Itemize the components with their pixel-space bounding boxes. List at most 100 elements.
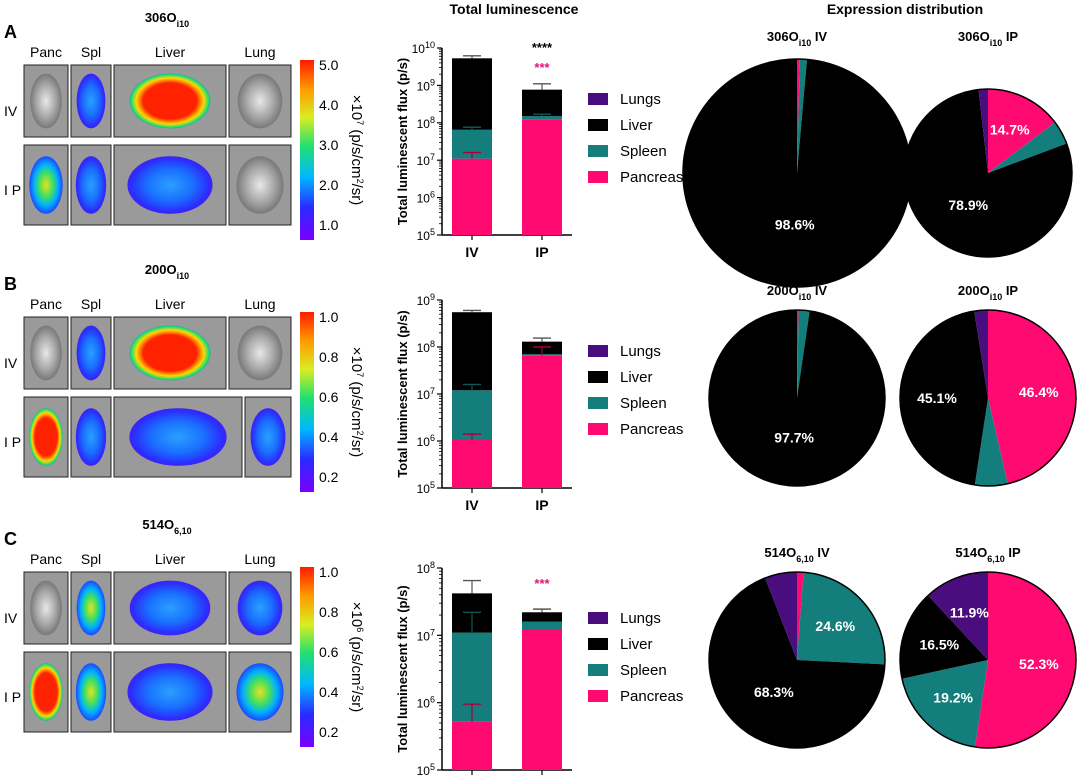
legend-swatch-pancreas [588, 690, 608, 702]
bar-segment-spleen [522, 116, 562, 120]
pie-title: 200Oi10 IV [767, 283, 828, 302]
legend-swatch-lungs [588, 345, 608, 357]
text-part: (p/s/cm [348, 125, 365, 178]
colorscale-tick: 2.0 [319, 177, 339, 193]
pie-slice-liver [900, 595, 988, 679]
pie-chart-6: 52.3% 19.2% 16.5% 11.9% 514O6,10 IP [899, 545, 1077, 749]
x-tick-label: IV [465, 244, 479, 260]
organ-label-liver: Liver [155, 296, 186, 312]
colorscale-bar [300, 312, 314, 492]
text-part: 1.0 [319, 309, 339, 325]
legend-swatch-spleen [588, 664, 608, 676]
text-part: 8 [430, 115, 435, 125]
organ-signal [76, 580, 106, 636]
text-part: Pancreas [620, 688, 683, 705]
pie-slice-label: 78.9% [948, 197, 988, 213]
organ-label-spl: Spl [81, 551, 101, 567]
text-part: Lung [244, 551, 275, 567]
text-part: 10 [417, 154, 431, 168]
y-tick-label: 109 [417, 292, 435, 308]
pie-chart-5: 24.6% 68.3% 514O6,10 IV [708, 545, 886, 749]
y-tick-label: 107 [417, 386, 435, 402]
pie-outline [899, 571, 1077, 749]
organ-label-lung: Lung [244, 44, 275, 60]
pie-slice-liver [682, 59, 911, 287]
pie-outline [899, 309, 1077, 487]
colorscale-tick: 1.0 [319, 217, 339, 233]
text-part: 10 [417, 192, 431, 206]
pie-slice-spleen [988, 122, 1067, 173]
pie-slice-spleen [974, 398, 1008, 487]
organ-signal [29, 663, 63, 721]
route-label-iv: IV [4, 355, 18, 371]
text-part: I P [4, 434, 21, 450]
colorscale-tick: 0.8 [319, 604, 339, 620]
text-part: 10 [417, 697, 431, 711]
pie-slice-label: 19.2% [933, 689, 973, 705]
header-distribution: Expression distribution [827, 1, 983, 17]
legend-label-spleen: Spleen [620, 395, 667, 412]
colorscale-tick: 0.2 [319, 469, 339, 485]
organ-signal [127, 156, 213, 214]
bar-segment-liver [452, 312, 492, 391]
colorscale-tick: 1.0 [319, 309, 339, 325]
pie-slice-label: 97.7% [774, 429, 814, 445]
bar-segment-liver [452, 58, 492, 130]
text-part: Spl [81, 296, 101, 312]
legend-swatch-liver [588, 119, 608, 131]
text-part: Panc [30, 44, 62, 60]
y-tick-label: 106 [417, 433, 435, 449]
colorscale-tick: 0.2 [319, 724, 339, 740]
panel-lipid-title: 306Oi10 [145, 10, 189, 29]
pie-slice-label: 24.6% [815, 618, 855, 634]
text-part: Total luminescent flux (p/s) [395, 585, 410, 752]
bar-segment-pancreas [522, 355, 562, 488]
y-axis-label: Total luminescent flux (p/s) [395, 585, 410, 752]
legend-swatch-liver [588, 638, 608, 650]
colorscale-tick: 0.4 [319, 684, 339, 700]
pie-slice-lungs [978, 89, 988, 173]
legend-label-lungs: Lungs [620, 610, 661, 627]
organ-signal [237, 325, 283, 381]
text-part: 24.6% [815, 618, 855, 634]
text-part: 7 [355, 372, 365, 377]
x-tick-label: IV [465, 497, 479, 513]
text-part: i10 [990, 38, 1003, 48]
x-tick-label: IP [535, 497, 548, 513]
colorscale-tick: 0.4 [319, 429, 339, 445]
text-part: ×10 [348, 347, 365, 372]
colorscale-tick: 0.6 [319, 644, 339, 660]
y-tick-label: 108 [417, 339, 435, 355]
text-part: 9 [430, 292, 435, 302]
organ-signal [129, 580, 211, 636]
text-part: /sr) [348, 436, 365, 458]
text-part: 45.1% [917, 390, 957, 406]
y-tick-label: 105 [417, 480, 435, 496]
text-part: Lungs [620, 610, 661, 627]
legend-label-lungs: Lungs [620, 91, 661, 108]
text-part: Liver [620, 369, 653, 386]
bar-segment-pancreas [522, 630, 562, 770]
text-part: 10 [412, 42, 426, 56]
text-part: IV [814, 545, 830, 560]
organ-label-panc: Panc [30, 296, 62, 312]
pie-slice-liver [709, 310, 886, 486]
organ-signal [30, 580, 62, 636]
pie-slice-spleen [797, 310, 810, 398]
text-part: 6 [355, 627, 365, 632]
text-part: Liver [155, 296, 186, 312]
text-part: 6 [430, 190, 435, 200]
route-label-iv: IV [4, 610, 18, 626]
text-part: 11.9% [950, 604, 989, 620]
text-part: I P [4, 689, 21, 705]
pie-slice-label: 46.4% [1019, 384, 1059, 400]
text-part: 200O [145, 262, 177, 277]
text-part: 306O [958, 29, 990, 44]
text-part: 7 [430, 386, 435, 396]
organ-signal [30, 325, 62, 381]
bar-segment-pancreas [452, 158, 492, 235]
text-part: Panc [30, 551, 62, 567]
legend-label-liver: Liver [620, 117, 653, 134]
